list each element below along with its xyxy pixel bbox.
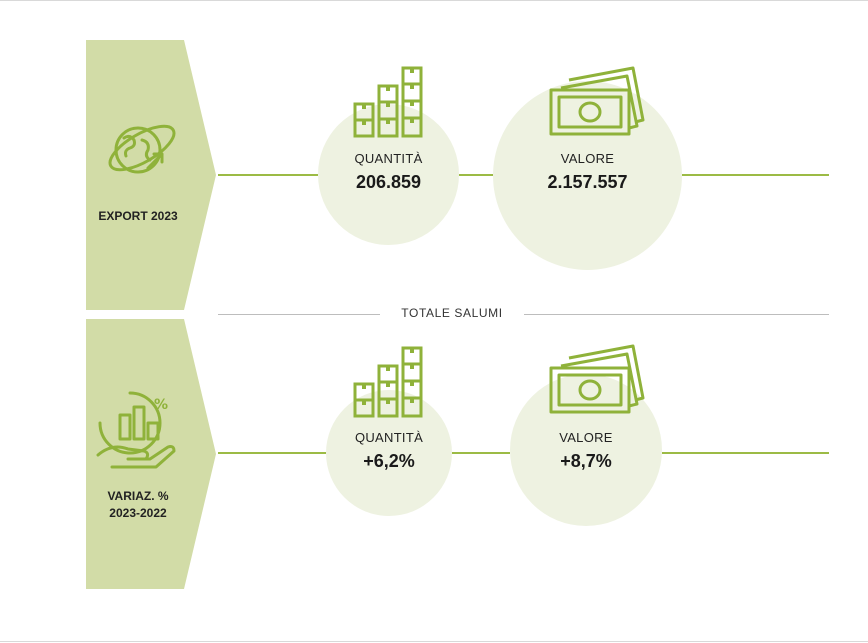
variation-quantity-circle xyxy=(326,390,452,516)
frame-bottom-border xyxy=(0,641,868,642)
export-band-shape xyxy=(86,40,216,310)
export-band-label: EXPORT 2023 xyxy=(98,209,178,223)
variation-quantity-label: QUANTITÀ xyxy=(354,430,424,445)
variation-band: % VARIAZ. % 2023-2022 xyxy=(86,319,218,589)
variation-value-label: VALORE xyxy=(559,430,613,445)
boxes-icon xyxy=(353,66,423,138)
export-value-value: 2.157.557 xyxy=(547,172,628,192)
export-value-circle xyxy=(493,81,682,270)
export-connector-3 xyxy=(682,174,829,176)
export-value-label: VALORE xyxy=(560,151,615,166)
growth-hand-icon: % xyxy=(96,391,176,469)
variation-band-shape xyxy=(86,319,216,589)
banknotes-icon xyxy=(549,344,645,414)
export-quantity-label: QUANTITÀ xyxy=(354,151,423,166)
frame-top-border xyxy=(0,0,868,1)
divider-line-left xyxy=(218,314,380,315)
variation-value-value: +8,7% xyxy=(560,451,612,471)
variation-quantity-value: +6,2% xyxy=(363,451,415,471)
export-quantity-value: 206.859 xyxy=(355,172,422,192)
globe-icon xyxy=(108,124,176,174)
export-connector-2 xyxy=(459,174,493,176)
variation-connector-2 xyxy=(452,452,510,454)
svg-text:%: % xyxy=(154,397,168,413)
export-quantity-circle xyxy=(318,104,459,245)
banknotes-icon xyxy=(549,66,645,136)
divider-label: TOTALE SALUMI xyxy=(401,306,503,320)
variation-band-label: VARIAZ. % 2023-2022 xyxy=(107,489,169,520)
export-band: EXPORT 2023 xyxy=(86,40,218,310)
boxes-icon xyxy=(353,346,423,418)
variation-connector-1 xyxy=(218,452,326,454)
variation-connector-3 xyxy=(662,452,829,454)
export-connector-1 xyxy=(218,174,318,176)
divider-line-right xyxy=(524,314,829,315)
